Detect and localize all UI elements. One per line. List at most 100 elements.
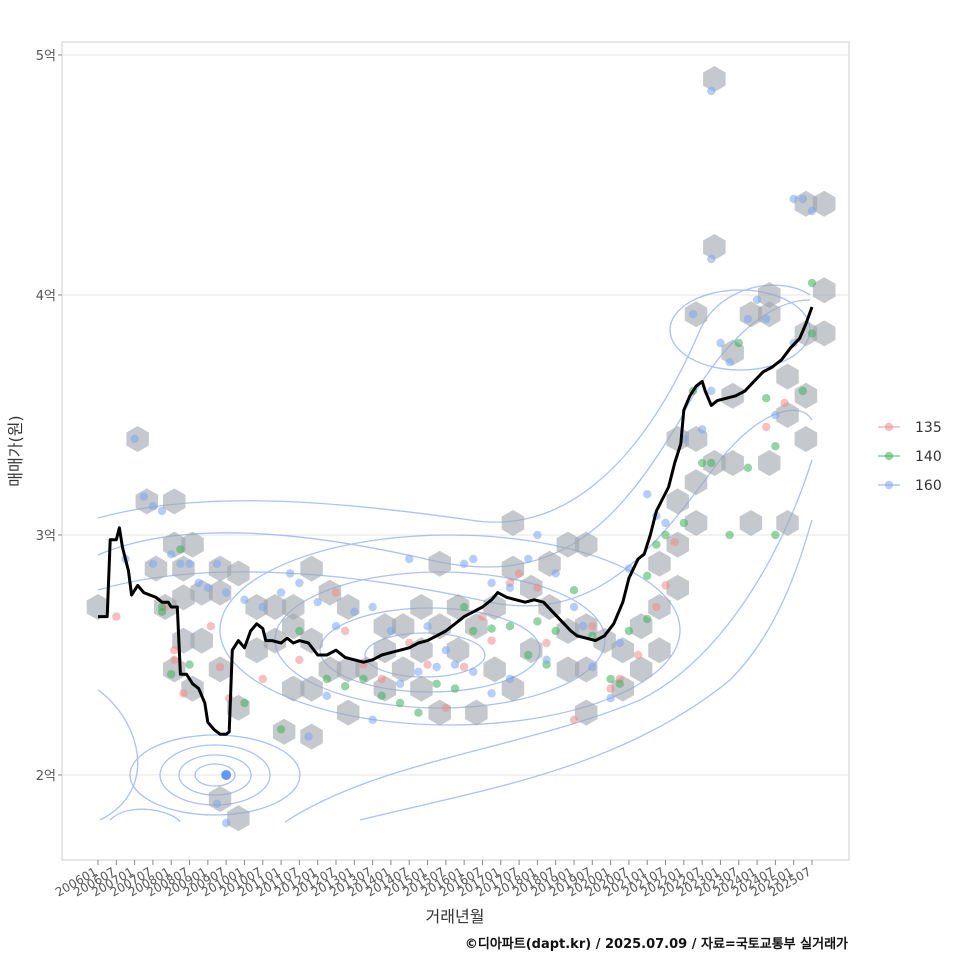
hex-bin <box>556 618 580 644</box>
hex-bin <box>721 450 744 476</box>
data-point-140 <box>615 679 624 688</box>
data-point-160 <box>414 667 423 676</box>
data-point-135 <box>423 660 432 669</box>
caption: ©디아파트(dapt.kr) / 2025.07.09 / 자료=국토교통부 실… <box>465 936 848 952</box>
x-axis: 2006012006072007012007072008012008072009… <box>53 860 814 900</box>
data-point-140 <box>505 622 515 631</box>
data-point-160 <box>551 569 560 578</box>
trend-line <box>98 306 814 736</box>
data-point-140 <box>606 674 615 684</box>
data-point-140 <box>743 463 753 472</box>
data-point-160 <box>286 569 295 578</box>
hex-bin <box>648 550 671 577</box>
data-point-160 <box>524 554 533 564</box>
hex-bin <box>648 637 671 664</box>
hex-bin <box>263 594 287 620</box>
hex-bin <box>300 675 323 702</box>
legend-key-dot <box>884 422 894 432</box>
data-point-140 <box>652 540 661 549</box>
data-point-140 <box>167 670 176 679</box>
data-point-160 <box>459 559 469 568</box>
data-point-160 <box>505 674 515 684</box>
contour-ring <box>194 763 236 787</box>
data-point-160 <box>716 338 725 348</box>
legend-label: 160 <box>915 478 942 494</box>
hex-bin <box>446 637 470 664</box>
hex-bin <box>794 320 818 347</box>
hex-bin <box>758 282 781 308</box>
hex-bin <box>556 531 580 558</box>
data-point-140 <box>807 278 817 288</box>
legend-key-dot <box>884 480 894 490</box>
data-point-140 <box>459 602 469 612</box>
hex-bin <box>181 531 204 558</box>
hex-bin <box>684 510 708 536</box>
data-point-160 <box>789 194 798 204</box>
data-point-160 <box>212 799 222 808</box>
hex-bin <box>190 627 213 654</box>
contour-path <box>359 519 813 821</box>
hex-bin <box>245 594 268 620</box>
data-point-135 <box>542 638 551 648</box>
data-point-140 <box>157 607 167 616</box>
data-point-160 <box>395 679 405 688</box>
data-point-135 <box>215 662 225 672</box>
data-point-160 <box>350 607 359 616</box>
data-point-160 <box>276 588 286 597</box>
data-point-160 <box>688 310 698 319</box>
data-point-135 <box>170 655 179 664</box>
data-point-135 <box>179 689 188 698</box>
data-point-140 <box>185 660 194 669</box>
hex-bin <box>227 805 250 832</box>
hex-bin <box>794 426 818 452</box>
hex-bin <box>703 234 726 260</box>
y-tick-label: 4억 <box>36 289 56 304</box>
data-point-135 <box>633 650 643 660</box>
data-point-140 <box>643 571 652 580</box>
data-point-160 <box>469 554 478 564</box>
data-point-135 <box>670 538 679 547</box>
data-point-140 <box>734 338 743 348</box>
contour-path <box>284 459 813 823</box>
data-point-135 <box>478 612 487 621</box>
data-point-160 <box>148 559 158 568</box>
data-point-160 <box>441 646 451 655</box>
data-point-160 <box>743 314 753 324</box>
data-point-135 <box>780 398 789 408</box>
hex-bin <box>812 277 836 304</box>
data-point-160 <box>331 622 341 631</box>
hex-bin <box>245 637 268 664</box>
hex-bin <box>574 699 598 726</box>
data-point-135 <box>258 674 267 684</box>
data-point-135 <box>487 636 496 645</box>
data-point-140 <box>340 682 350 691</box>
hex-bin <box>300 555 323 582</box>
data-point-135 <box>340 626 350 636</box>
data-point-160 <box>771 410 780 420</box>
hex-bin <box>446 594 470 620</box>
data-point-135 <box>606 684 615 693</box>
data-point-160 <box>212 559 222 568</box>
hex-bin <box>593 627 616 654</box>
data-point-160 <box>258 602 267 612</box>
contour-path <box>97 284 811 523</box>
data-point-160 <box>487 578 496 588</box>
data-point-135 <box>170 646 179 655</box>
data-point-140 <box>414 708 423 717</box>
data-point-160 <box>221 770 232 780</box>
data-point-160 <box>368 602 377 612</box>
scatter-points <box>112 86 817 828</box>
contour-path <box>97 689 139 821</box>
data-point-160 <box>313 598 322 607</box>
data-point-140 <box>798 386 808 396</box>
data-point-160 <box>606 694 615 703</box>
data-point-160 <box>542 655 551 664</box>
data-point-140 <box>276 725 286 734</box>
data-point-140 <box>176 545 185 554</box>
data-point-140 <box>807 329 817 338</box>
data-point-160 <box>588 662 597 672</box>
data-point-160 <box>643 490 652 499</box>
y-tick-label: 2억 <box>36 769 56 784</box>
data-point-160 <box>807 206 817 216</box>
data-point-160 <box>707 386 716 396</box>
